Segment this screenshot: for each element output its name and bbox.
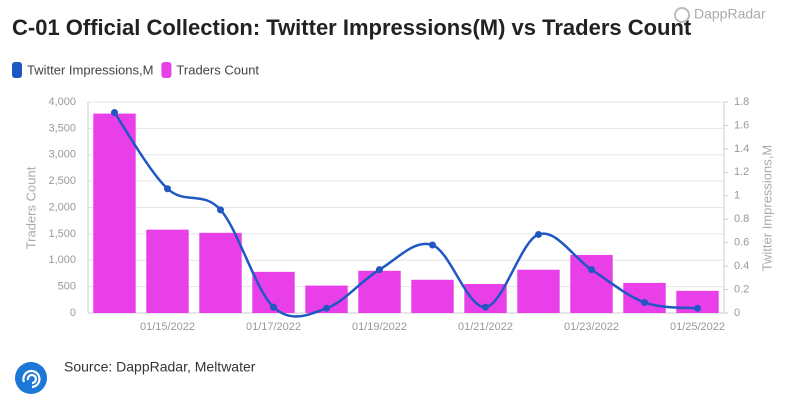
logo-mark xyxy=(22,369,41,389)
x-tick-label: 01/23/2022 xyxy=(564,321,619,333)
y-tick-label: 3,000 xyxy=(48,149,76,161)
line-point xyxy=(164,185,171,193)
line-point xyxy=(588,266,595,274)
y-tick-label: 2,000 xyxy=(48,201,76,213)
brand: DappRadar xyxy=(674,6,766,23)
bar xyxy=(411,279,454,313)
source: Source: DappRadar, Meltwater xyxy=(64,359,256,375)
legend-swatch xyxy=(161,62,172,78)
y2-tick-label: 0.2 xyxy=(734,283,749,295)
y-tick-label: 4,000 xyxy=(48,96,76,108)
logo-circle xyxy=(15,362,47,394)
y2-tick-label: 0 xyxy=(734,307,740,319)
bar xyxy=(623,282,666,313)
bar xyxy=(146,229,189,313)
y2-tick-label: 0.6 xyxy=(734,237,749,249)
bar xyxy=(570,254,613,313)
y2-tick-label: 1.4 xyxy=(734,143,749,155)
y-tick-label: 1,500 xyxy=(48,228,76,240)
y2-tick-label: 0.8 xyxy=(734,213,749,225)
brand-icon xyxy=(674,7,690,23)
line-point xyxy=(694,304,701,312)
line-point xyxy=(111,109,118,117)
bar xyxy=(517,269,560,313)
y-tick-label: 1,000 xyxy=(48,254,76,266)
y-axis-title: Traders Count xyxy=(23,166,38,249)
y2-tick-label: 1.6 xyxy=(734,119,749,131)
chart-title: C-01 Official Collection: Twitter Impres… xyxy=(12,15,692,40)
y2-tick-label: 1.8 xyxy=(734,96,749,108)
legend-swatch xyxy=(12,62,22,78)
legend-label: Traders Count xyxy=(176,62,259,77)
brand-name: DappRadar xyxy=(694,6,766,22)
line-point xyxy=(429,241,436,249)
x-tick-label: 01/15/2022 xyxy=(140,321,195,333)
source-logo xyxy=(15,362,47,394)
legend-label: Twitter Impressions,M xyxy=(27,62,153,77)
bar xyxy=(199,232,242,313)
bar xyxy=(93,113,136,313)
bar xyxy=(358,270,401,313)
y2-tick-label: 1.2 xyxy=(734,166,749,178)
y-tick-label: 3,500 xyxy=(48,122,76,134)
y-tick-label: 500 xyxy=(58,281,76,293)
x-tick-label: 01/25/2022 xyxy=(670,321,725,333)
y2-tick-label: 1 xyxy=(734,190,740,202)
line-point xyxy=(482,303,489,311)
x-tick-label: 01/19/2022 xyxy=(352,321,407,333)
line-point xyxy=(217,206,224,214)
line-point xyxy=(323,304,330,312)
y2-axis-title: Twitter Impressions,M xyxy=(759,145,774,271)
line-point xyxy=(376,266,383,274)
y-tick-label: 2,500 xyxy=(48,175,76,187)
y2-tick-label: 0.4 xyxy=(734,260,749,272)
x-tick-label: 01/17/2022 xyxy=(246,321,301,333)
line-point xyxy=(270,303,277,311)
x-tick-label: 01/21/2022 xyxy=(458,321,513,333)
y-tick-label: 0 xyxy=(70,307,76,319)
line-point xyxy=(535,230,542,238)
line-point xyxy=(641,298,648,306)
